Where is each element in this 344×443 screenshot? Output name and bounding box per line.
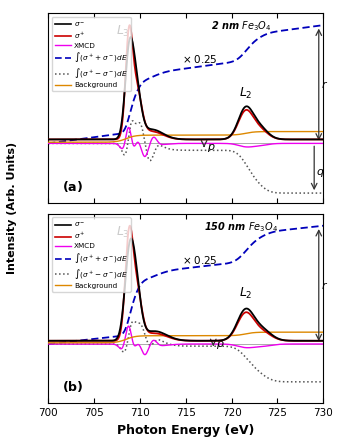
Text: $p$: $p$ — [216, 339, 225, 351]
Legend: $\sigma^-$, $\sigma^+$, XMCD, $\int(\sigma^++\sigma^-)dE$, $\int(\sigma^+-\sigma: $\sigma^-$, $\sigma^+$, XMCD, $\int(\sig… — [52, 17, 131, 91]
Text: Intensity (Arb. Units): Intensity (Arb. Units) — [7, 142, 17, 274]
Text: $r$: $r$ — [321, 79, 328, 90]
Text: $\bf{(a)}$: $\bf{(a)}$ — [62, 179, 83, 194]
Text: $L_3$: $L_3$ — [117, 24, 130, 39]
Text: $\times$ 0.25: $\times$ 0.25 — [182, 253, 217, 265]
Text: $L_3$: $L_3$ — [117, 225, 130, 240]
Text: $L_2$: $L_2$ — [239, 85, 252, 101]
X-axis label: Photon Energy (eV): Photon Energy (eV) — [117, 424, 255, 436]
Text: 2 nm $Fe_3O_4$: 2 nm $Fe_3O_4$ — [211, 19, 271, 33]
Text: $r$: $r$ — [321, 280, 328, 291]
Legend: $\sigma^-$, $\sigma^+$, XMCD, $\int(\sigma^++\sigma^-)dE$, $\int(\sigma^+-\sigma: $\sigma^-$, $\sigma^+$, XMCD, $\int(\sig… — [52, 218, 131, 291]
Text: $\bf{(b)}$: $\bf{(b)}$ — [62, 379, 83, 394]
Text: $p$: $p$ — [207, 141, 215, 154]
Text: $\times$ 0.25: $\times$ 0.25 — [182, 53, 217, 65]
Text: $L_2$: $L_2$ — [239, 286, 252, 301]
Text: $q$: $q$ — [316, 167, 325, 179]
Text: 150 nm $Fe_3O_4$: 150 nm $Fe_3O_4$ — [204, 220, 278, 233]
